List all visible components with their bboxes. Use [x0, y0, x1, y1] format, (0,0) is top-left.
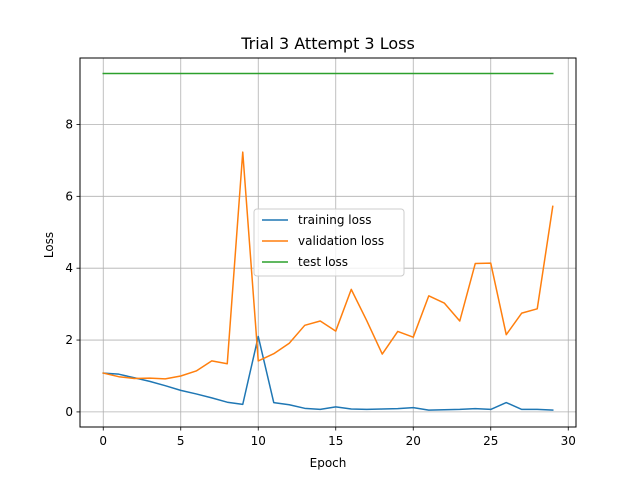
- series-lines: [102, 72, 554, 411]
- plot-frame: [79, 57, 577, 428]
- y-axis-label: Loss: [42, 232, 56, 258]
- training-loss-line: [102, 335, 554, 411]
- y-tick-label: 8: [65, 117, 73, 131]
- legend-label-validation-loss: validation loss: [298, 234, 384, 248]
- chart-title: Trial 3 Attempt 3 Loss: [240, 34, 415, 53]
- legend-label-test-loss: test loss: [298, 255, 348, 269]
- y-tick-label: 0: [65, 405, 73, 419]
- x-tick-label: 5: [177, 434, 185, 448]
- x-tick-label: 10: [251, 434, 266, 448]
- x-tick-label: 25: [483, 434, 498, 448]
- y-tick-label: 2: [65, 333, 73, 347]
- validation-loss-line: [102, 151, 554, 380]
- legend-label-training-loss: training loss: [298, 213, 371, 227]
- axis-ticks: 0 5 10 15 20 25 30 0 2 4 6 8: [65, 117, 576, 448]
- y-tick-label: 4: [65, 261, 73, 275]
- x-tick-label: 0: [99, 434, 107, 448]
- legend: training loss validation loss test loss: [253, 208, 405, 277]
- x-axis-label: Epoch: [310, 456, 347, 470]
- legend-box: [253, 208, 405, 277]
- x-tick-label: 20: [406, 434, 421, 448]
- y-tick-label: 6: [65, 189, 73, 203]
- x-tick-label: 30: [561, 434, 576, 448]
- x-tick-label: 15: [328, 434, 343, 448]
